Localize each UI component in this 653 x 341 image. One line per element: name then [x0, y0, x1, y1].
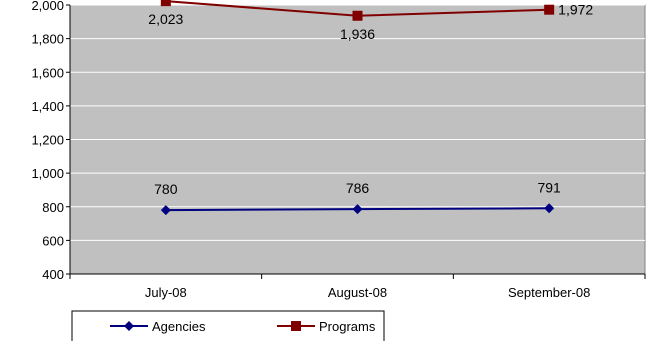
legend-marker-programs — [291, 321, 301, 331]
y-tick-label: 2,000 — [31, 0, 64, 13]
data-point — [544, 4, 555, 15]
data-label: 780 — [154, 181, 178, 197]
axes: 400 600 800 1,000 1,200 1,400 1,600 1,800 2,000 J… — [31, 0, 646, 300]
legend-label-programs: Programs — [319, 319, 376, 334]
y-tick-label: 1,600 — [31, 65, 64, 80]
data-labels: 780 786 791 2,023 1,936 1,972 — [148, 2, 593, 197]
y-tick-label: 800 — [42, 200, 64, 215]
data-point — [160, 205, 171, 216]
legend: Agencies Programs — [71, 310, 385, 341]
y-tick-label: 1,800 — [31, 32, 64, 47]
y-tick-label: 1,400 — [31, 99, 64, 114]
data-label: 791 — [537, 179, 561, 195]
data-label: 786 — [346, 180, 370, 196]
series — [160, 0, 555, 216]
y-tick-label: 1,200 — [31, 133, 64, 148]
y-tick-label: 600 — [42, 233, 64, 248]
data-point — [352, 204, 363, 215]
y-tick-label: 1,000 — [31, 166, 64, 181]
legend-marker-agencies — [124, 321, 134, 331]
y-tick-label: 400 — [42, 267, 64, 282]
data-label: 1,936 — [340, 26, 375, 42]
data-point — [544, 203, 555, 214]
data-point — [160, 0, 171, 7]
data-label: 1,972 — [558, 2, 593, 18]
x-tick-label: July-08 — [145, 285, 187, 300]
x-tick-label: August-08 — [328, 285, 387, 300]
x-tick-label: September-08 — [508, 285, 590, 300]
legend-label-agencies: Agencies — [152, 319, 206, 334]
data-point — [352, 10, 363, 21]
data-label: 2,023 — [148, 11, 183, 27]
